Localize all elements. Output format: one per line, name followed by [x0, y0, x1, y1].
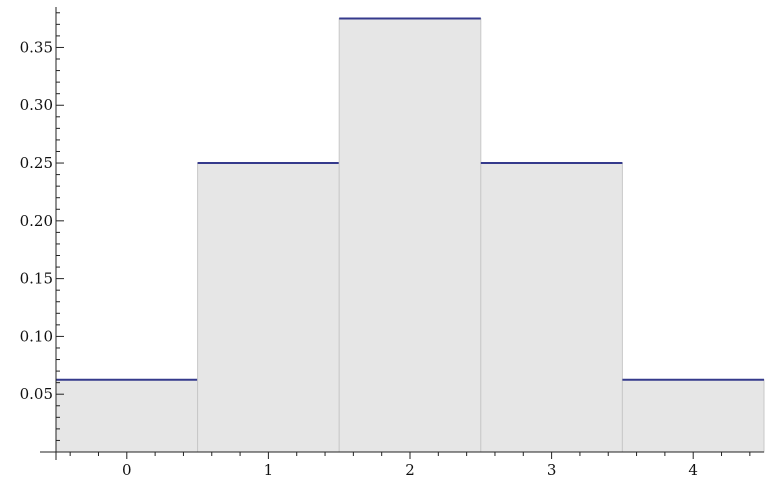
- y-tick-label-0.10: 0.10: [20, 327, 53, 345]
- y-tick-label-0.05: 0.05: [20, 385, 53, 403]
- bars-layer: [55, 17, 765, 453]
- bar-3: [480, 162, 623, 453]
- x-tick-label-2: 2: [405, 461, 415, 479]
- y-tick-label-0.35: 0.35: [20, 38, 53, 56]
- bar-4: [621, 379, 765, 453]
- axes-layer: 0 1 2 3 4 0.05 0.10 0.15 0.20 0.25 0.30 0.35: [20, 7, 764, 479]
- bar-0: [55, 379, 199, 453]
- x-tick-label-0: 0: [122, 461, 132, 479]
- y-tick-label-0.30: 0.30: [20, 96, 53, 114]
- x-tick-label-1: 1: [264, 461, 274, 479]
- bar-1: [197, 162, 340, 453]
- x-tick-label-3: 3: [547, 461, 557, 479]
- y-tick-label-0.25: 0.25: [20, 154, 53, 172]
- y-tick-label-0.20: 0.20: [20, 212, 53, 230]
- x-tick-label-4: 4: [688, 461, 698, 479]
- y-tick-label-0.15: 0.15: [20, 270, 53, 288]
- bar-2: [338, 18, 482, 453]
